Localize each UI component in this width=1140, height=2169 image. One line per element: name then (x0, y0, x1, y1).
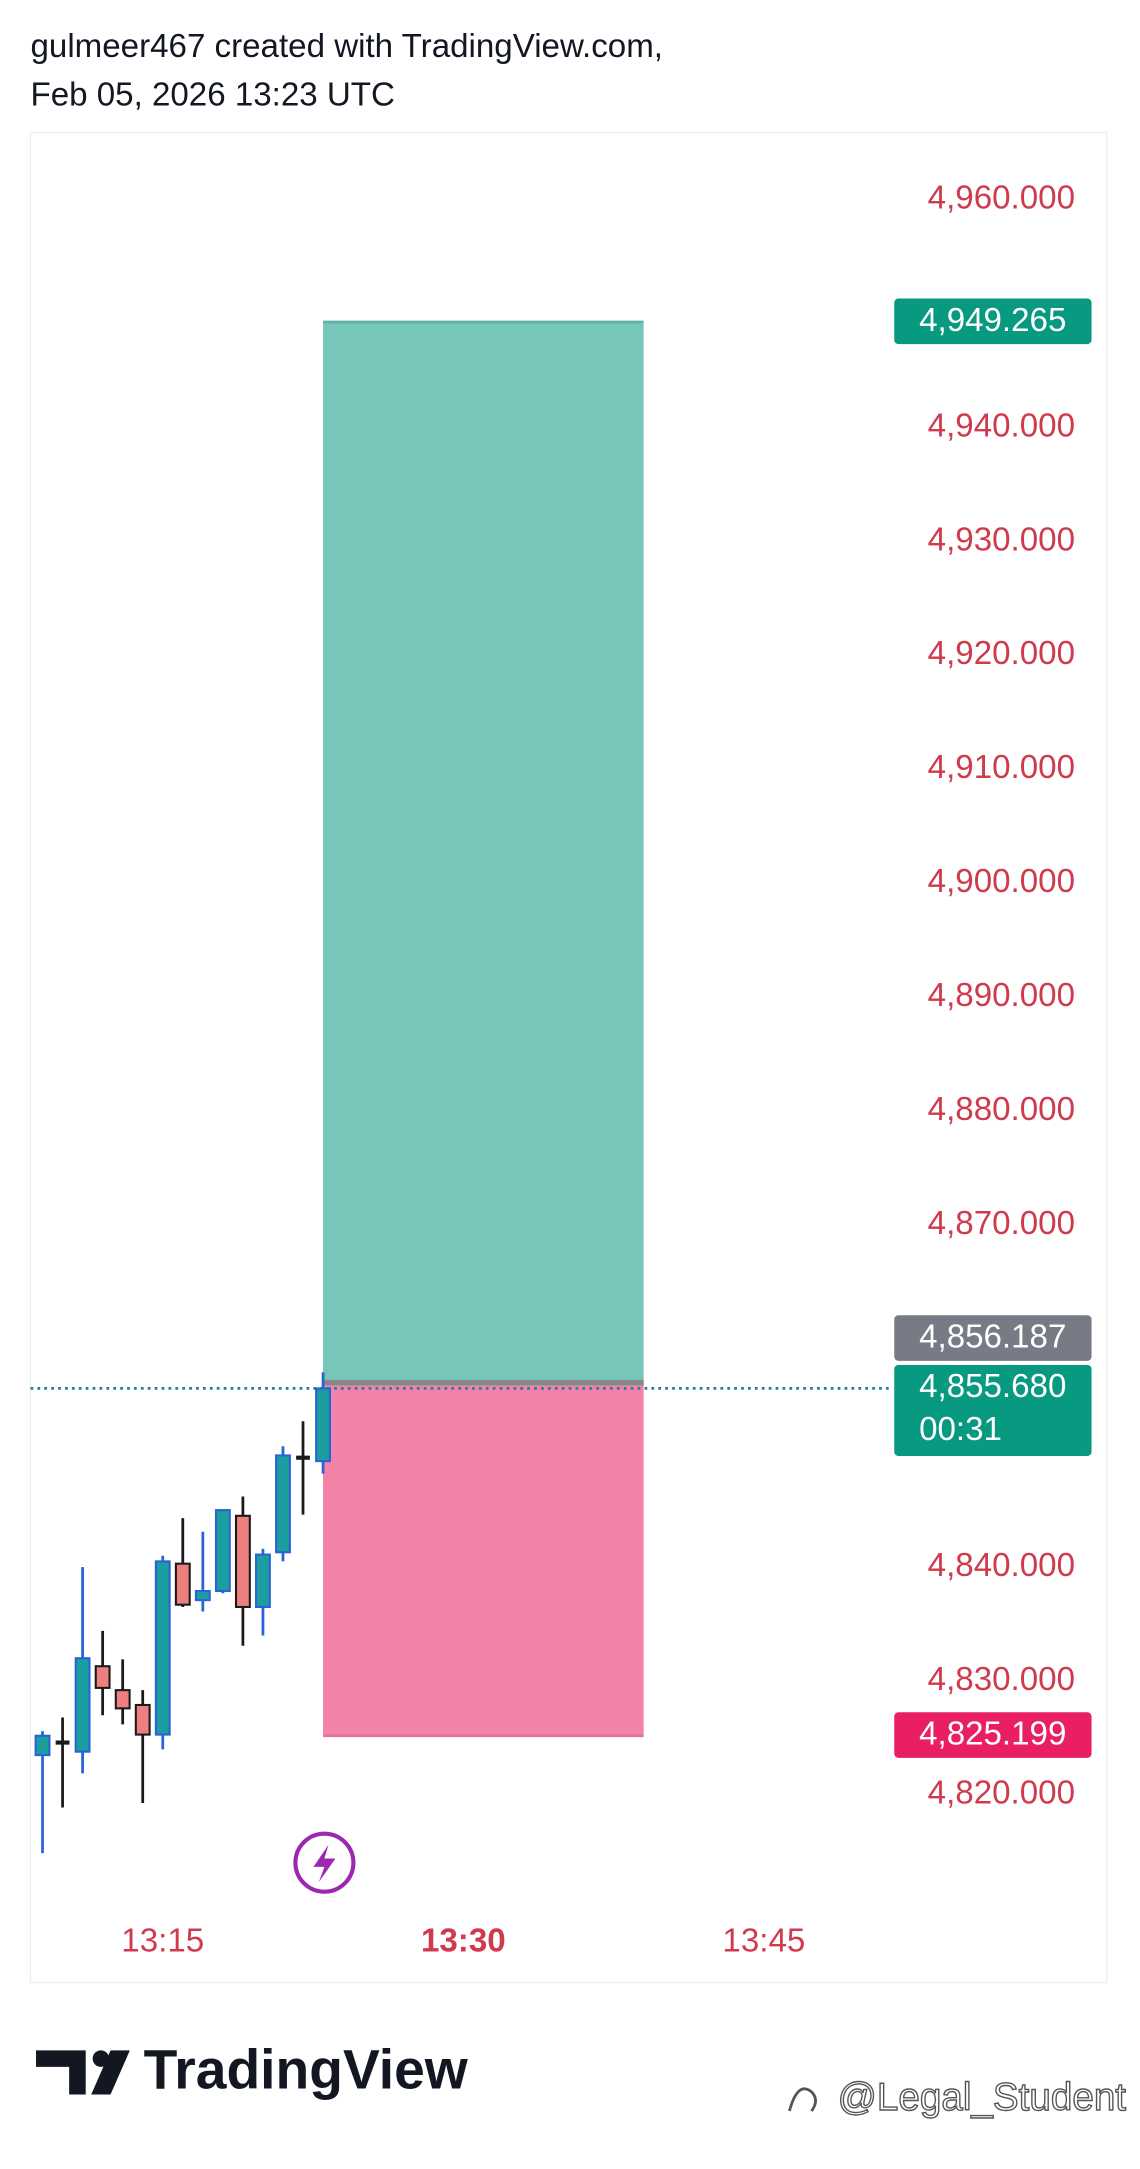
price-label: 4,855.680 (919, 1368, 1066, 1405)
price-label-box (894, 1712, 1092, 1758)
y-tick-label: 4,910.000 (928, 749, 1075, 786)
y-tick-label: 4,930.000 (928, 521, 1075, 558)
candle-body (194, 1589, 211, 1602)
candle-body (94, 1665, 111, 1689)
lightning-marker (293, 1831, 356, 1894)
candle-body (275, 1454, 291, 1554)
y-tick-label: 4,870.000 (928, 1205, 1075, 1242)
loss-zone (323, 1382, 644, 1736)
x-tick-label: 13:30 (421, 1922, 506, 1959)
candle-body (134, 1703, 151, 1736)
candle-body (234, 1514, 251, 1609)
y-tick-label: 4,960.000 (928, 179, 1075, 216)
y-tick-label: 4,890.000 (928, 977, 1075, 1014)
candle-body (74, 1657, 91, 1753)
y-tick-label: 4,820.000 (928, 1775, 1075, 1812)
candle-body (174, 1562, 191, 1606)
price-label: 4,856.187 (919, 1318, 1066, 1355)
y-tick-label: 4,940.000 (928, 407, 1075, 444)
y-tick-label: 4,840.000 (928, 1547, 1075, 1584)
tradingview-logo-icon (36, 2050, 130, 2095)
x-tick-label: 13:45 (722, 1922, 805, 1959)
price-label: 4,825.199 (919, 1715, 1066, 1752)
tradingview-logo-text: TradingView (144, 2038, 469, 2100)
price-label: 4,949.265 (919, 302, 1066, 339)
profit-zone (323, 322, 644, 1383)
candle-body (214, 1509, 231, 1593)
price-label-countdown: 00:31 (919, 1411, 1002, 1448)
y-tick-label: 4,830.000 (928, 1661, 1075, 1698)
plot-layer: 4,960.000 4,940.000 4,930.000 4,920.000 4,91… (30, 179, 1092, 1959)
candle-body (315, 1387, 331, 1463)
header-line: gulmeer467 created with TradingView.com, (31, 28, 664, 65)
header-line: Feb 05, 2026 13:23 UTC (31, 76, 395, 113)
candle-body (255, 1553, 271, 1609)
price-label-box (894, 298, 1092, 345)
y-tick-label: 4,920.000 (928, 635, 1075, 672)
y-tick-label: 4,900.000 (928, 863, 1075, 900)
candle-body (154, 1560, 171, 1736)
y-tick-label: 4,880.000 (928, 1091, 1075, 1128)
price-label-box (894, 1315, 1092, 1361)
candle-body (34, 1734, 51, 1757)
watermark: @Legal_Student (838, 2076, 1127, 2119)
x-tick-label: 13:15 (121, 1922, 204, 1959)
candle-body (114, 1689, 131, 1710)
watermark-icon (788, 2087, 817, 2112)
price-label-box (894, 1364, 1092, 1457)
